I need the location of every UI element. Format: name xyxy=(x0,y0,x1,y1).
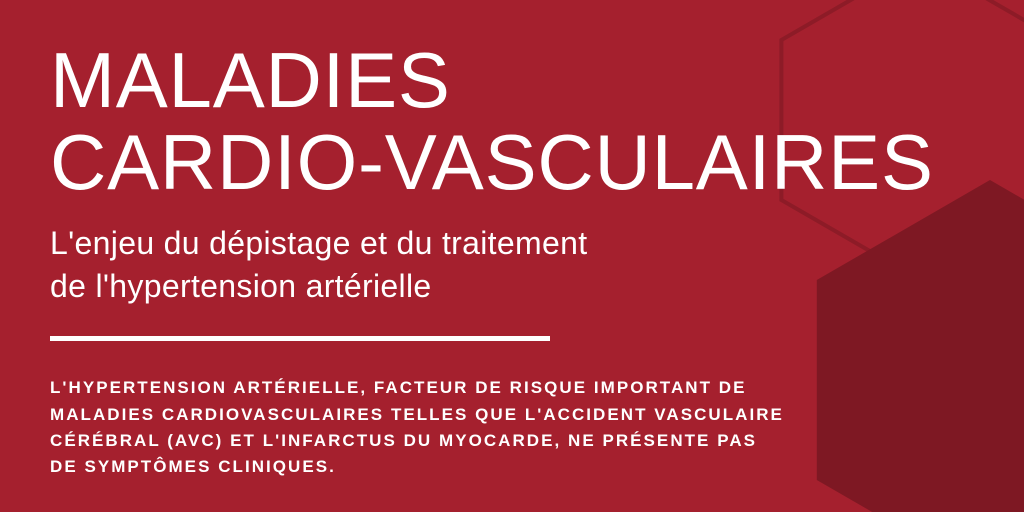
subtitle-line-2: de l'hypertension artérielle xyxy=(50,268,432,304)
content-block: Maladies cardio-vasculaires L'enjeu du d… xyxy=(50,40,964,481)
subtitle: L'enjeu du dépistage et du traitement de… xyxy=(50,222,964,308)
divider-line xyxy=(50,336,550,341)
main-title: Maladies cardio-vasculaires xyxy=(50,40,964,204)
title-line-2: cardio-vasculaires xyxy=(50,118,934,206)
title-line-1: Maladies xyxy=(50,36,451,124)
subtitle-line-1: L'enjeu du dépistage et du traitement xyxy=(50,225,587,261)
body-paragraph: L'hypertension artérielle, facteur de ri… xyxy=(50,375,790,480)
